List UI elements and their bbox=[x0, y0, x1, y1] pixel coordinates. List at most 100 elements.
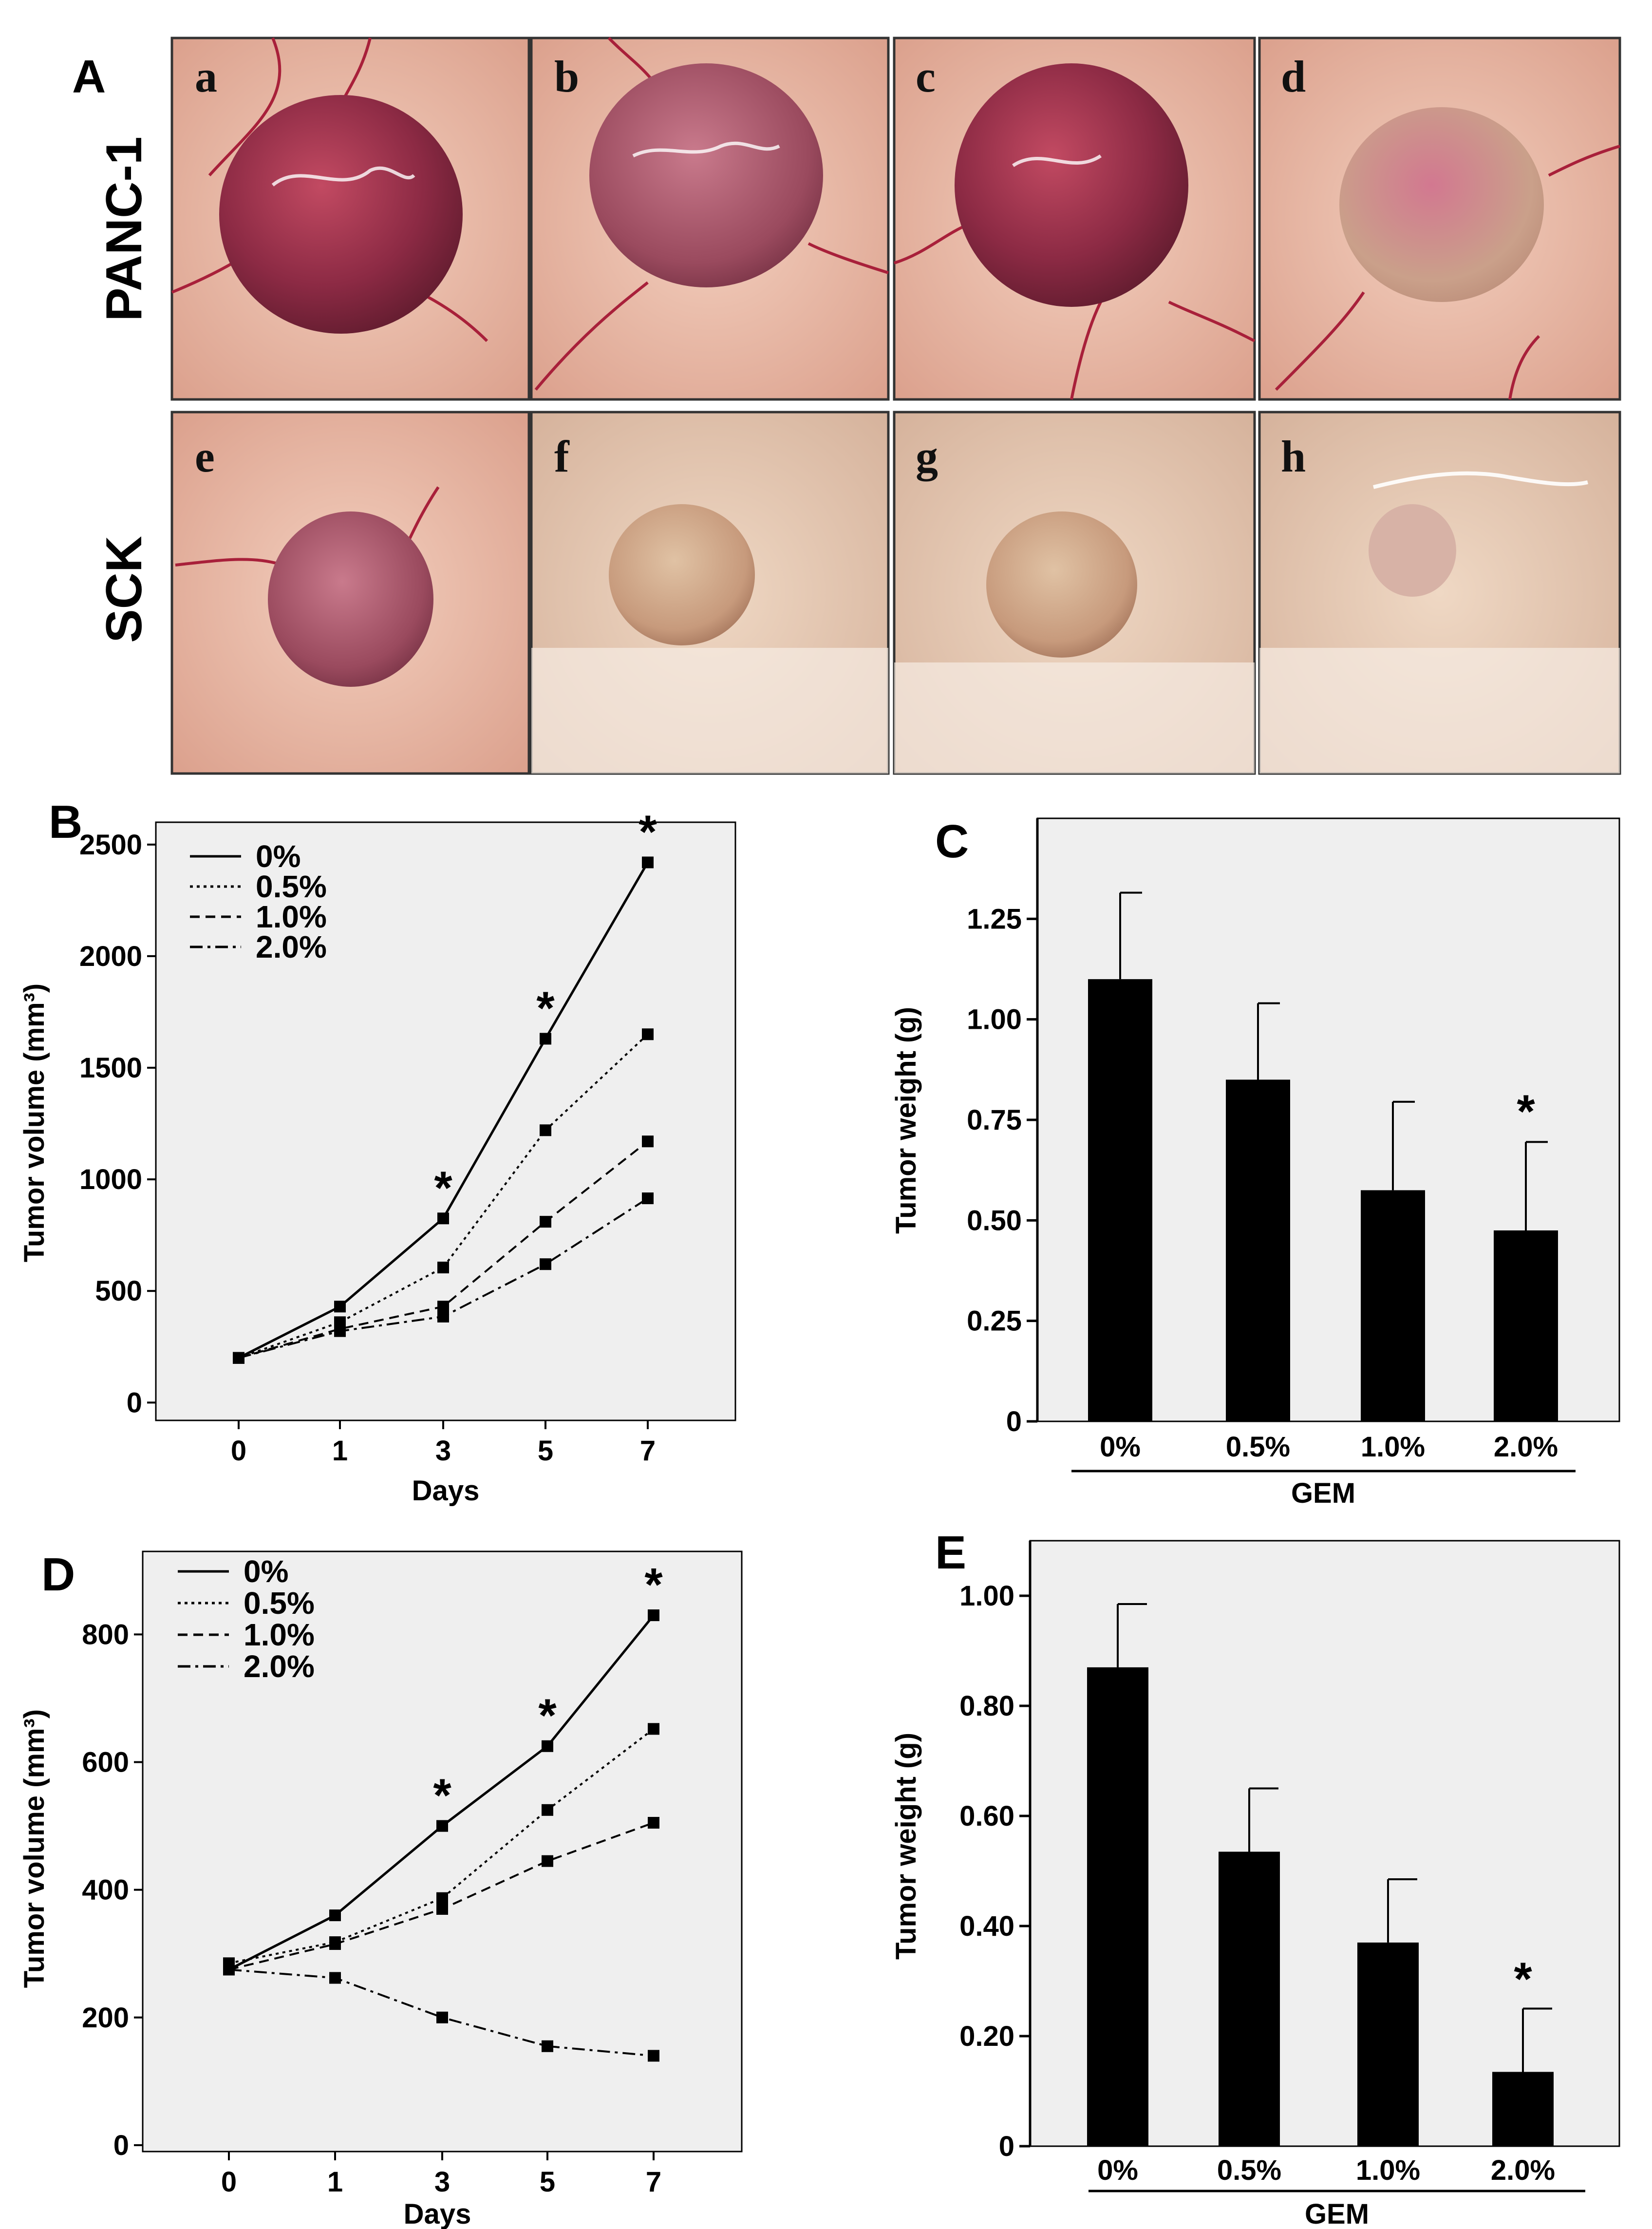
x-tick-label: 3 bbox=[435, 1435, 451, 1467]
x-category-label: 0.5% bbox=[1217, 2154, 1281, 2186]
panel-d: D 0 200 400 600 800 0 1 3 5 7 0%0.5%1.0%2.0% * * * Da… bbox=[19, 1549, 743, 2229]
panel-a: A PANC-1 SCK a b c d bbox=[72, 37, 1621, 775]
x-category-label: 2.0% bbox=[1491, 2154, 1555, 2186]
significance-star: * bbox=[1514, 1953, 1532, 2005]
data-point bbox=[540, 1124, 551, 1136]
y-tick-label: 2000 bbox=[79, 941, 142, 972]
data-point bbox=[542, 1740, 553, 1752]
y-tick-label: 200 bbox=[82, 2002, 129, 2034]
x-axis-title-b: Days bbox=[412, 1475, 480, 1507]
data-point bbox=[437, 1262, 449, 1274]
panel-label-d: D bbox=[41, 1549, 75, 1601]
photo-g: g bbox=[893, 411, 1256, 775]
y-tick-label: 0 bbox=[999, 2131, 1014, 2162]
data-point bbox=[436, 1892, 448, 1904]
data-point bbox=[540, 1033, 551, 1045]
y-tick-label: 1500 bbox=[79, 1052, 142, 1084]
plot-area-b bbox=[155, 821, 736, 1421]
photo-f: f bbox=[530, 411, 890, 775]
y-tick-label: 1.00 bbox=[959, 1580, 1014, 1612]
y-tick-label: 1.25 bbox=[967, 903, 1022, 935]
panel-c: C 0 0.25 0.50 0.75 1.00 1.25 0% 0.5% 1.0% 2.0% * G… bbox=[890, 815, 1620, 1509]
bar-1.0% bbox=[1361, 1190, 1425, 1421]
legend-label: 2.0% bbox=[256, 929, 327, 964]
data-point bbox=[329, 1909, 341, 1922]
y-tick-label: 0.40 bbox=[959, 1910, 1014, 1942]
legend-label: 0.5% bbox=[244, 1586, 315, 1621]
y-tick-label: 0.80 bbox=[959, 1690, 1014, 1722]
data-point bbox=[329, 1938, 341, 1950]
panel-label-e: E bbox=[935, 1527, 966, 1579]
legend-label: 1.0% bbox=[244, 1617, 315, 1652]
photo-label-d: d bbox=[1281, 52, 1306, 101]
significance-star: * bbox=[1517, 1085, 1535, 1137]
data-point bbox=[436, 2011, 448, 2023]
data-point bbox=[223, 1964, 235, 1976]
photo-b: b bbox=[530, 37, 890, 401]
y-tick-label: 1000 bbox=[79, 1164, 142, 1195]
x-axis-title-d: Days bbox=[404, 2198, 471, 2229]
bar-0% bbox=[1088, 979, 1152, 1421]
legend-label: 0% bbox=[244, 1554, 289, 1589]
chart-c: 0 0.25 0.50 0.75 1.00 1.25 0% 0.5% 1.0% 2.0% * bbox=[967, 818, 1558, 1463]
bar-2.0% bbox=[1494, 1230, 1558, 1421]
data-point bbox=[648, 2050, 659, 2062]
y-tick-label: 600 bbox=[82, 1747, 129, 1778]
x-category-label: 0% bbox=[1100, 1431, 1141, 1463]
panel-label-c: C bbox=[935, 815, 969, 868]
data-point bbox=[642, 856, 654, 869]
chart-d: 0 200 400 600 800 0 1 3 5 7 0%0.5%1.0%2.0% * * * bbox=[82, 1554, 663, 2198]
photo-e: e bbox=[170, 411, 530, 775]
x-tick-label: 7 bbox=[640, 1435, 656, 1467]
bar-2.0% bbox=[1492, 2072, 1554, 2146]
x-category-label: 0.5% bbox=[1226, 1431, 1290, 1463]
data-point bbox=[437, 1212, 449, 1225]
data-point bbox=[542, 2040, 553, 2052]
photo-h: h bbox=[1258, 411, 1621, 775]
data-point bbox=[648, 1817, 659, 1829]
data-point bbox=[540, 1216, 551, 1228]
bar-0.5% bbox=[1219, 1851, 1280, 2146]
x-tick-label: 7 bbox=[646, 2166, 661, 2198]
x-axis-title-e: GEM bbox=[1305, 2198, 1369, 2229]
data-point bbox=[540, 1258, 551, 1270]
y-tick-label: 2500 bbox=[79, 829, 142, 861]
photo-label-e: e bbox=[195, 432, 215, 481]
y-tick-label: 0.75 bbox=[967, 1104, 1022, 1136]
bar-0% bbox=[1087, 1667, 1148, 2146]
row-label-sck: SCK bbox=[96, 536, 152, 643]
data-point bbox=[437, 1310, 449, 1322]
chart-b: 0 500 1000 1500 2000 2500 0 1 3 5 7 0%0.5%1.0%2.0% *… bbox=[79, 806, 657, 1467]
y-tick-label: 0 bbox=[127, 1387, 142, 1418]
data-point bbox=[437, 1301, 449, 1313]
data-point bbox=[648, 1609, 659, 1622]
photo-label-g: g bbox=[916, 432, 938, 481]
y-axis-title-c: Tumor weight (g) bbox=[890, 1007, 922, 1234]
x-tick-label: 0 bbox=[231, 1435, 246, 1467]
significance-star: * bbox=[433, 1770, 451, 1822]
row-label-panc1: PANC-1 bbox=[96, 136, 152, 321]
photo-label-h: h bbox=[1281, 432, 1306, 481]
plot-area-d bbox=[142, 1550, 743, 2153]
y-tick-label: 0.50 bbox=[967, 1205, 1022, 1236]
panel-label-b: B bbox=[49, 796, 82, 848]
data-point bbox=[642, 1135, 654, 1148]
x-axis-title-c: GEM bbox=[1291, 1477, 1355, 1509]
data-point bbox=[648, 1723, 659, 1735]
data-point bbox=[436, 1820, 448, 1832]
data-point bbox=[329, 1972, 341, 1984]
data-point bbox=[642, 1028, 654, 1040]
photo-label-c: c bbox=[916, 52, 936, 101]
y-axis-title-d: Tumor volume (mm³) bbox=[19, 1709, 50, 1988]
y-tick-label: 500 bbox=[95, 1275, 142, 1307]
y-tick-label: 0.25 bbox=[967, 1305, 1022, 1337]
legend-label: 1.0% bbox=[256, 899, 327, 934]
x-tick-label: 5 bbox=[540, 2166, 555, 2198]
photo-a: a bbox=[170, 37, 530, 401]
photo-label-f: f bbox=[554, 432, 570, 481]
y-tick-label: 0 bbox=[1006, 1406, 1022, 1437]
x-tick-label: 5 bbox=[538, 1435, 553, 1467]
panel-e: E 0 0.20 0.40 0.60 0.80 1.00 0% 0.5% 1.0% 2.0% * G… bbox=[890, 1527, 1620, 2229]
y-axis-title-e: Tumor weight (g) bbox=[890, 1733, 922, 1960]
